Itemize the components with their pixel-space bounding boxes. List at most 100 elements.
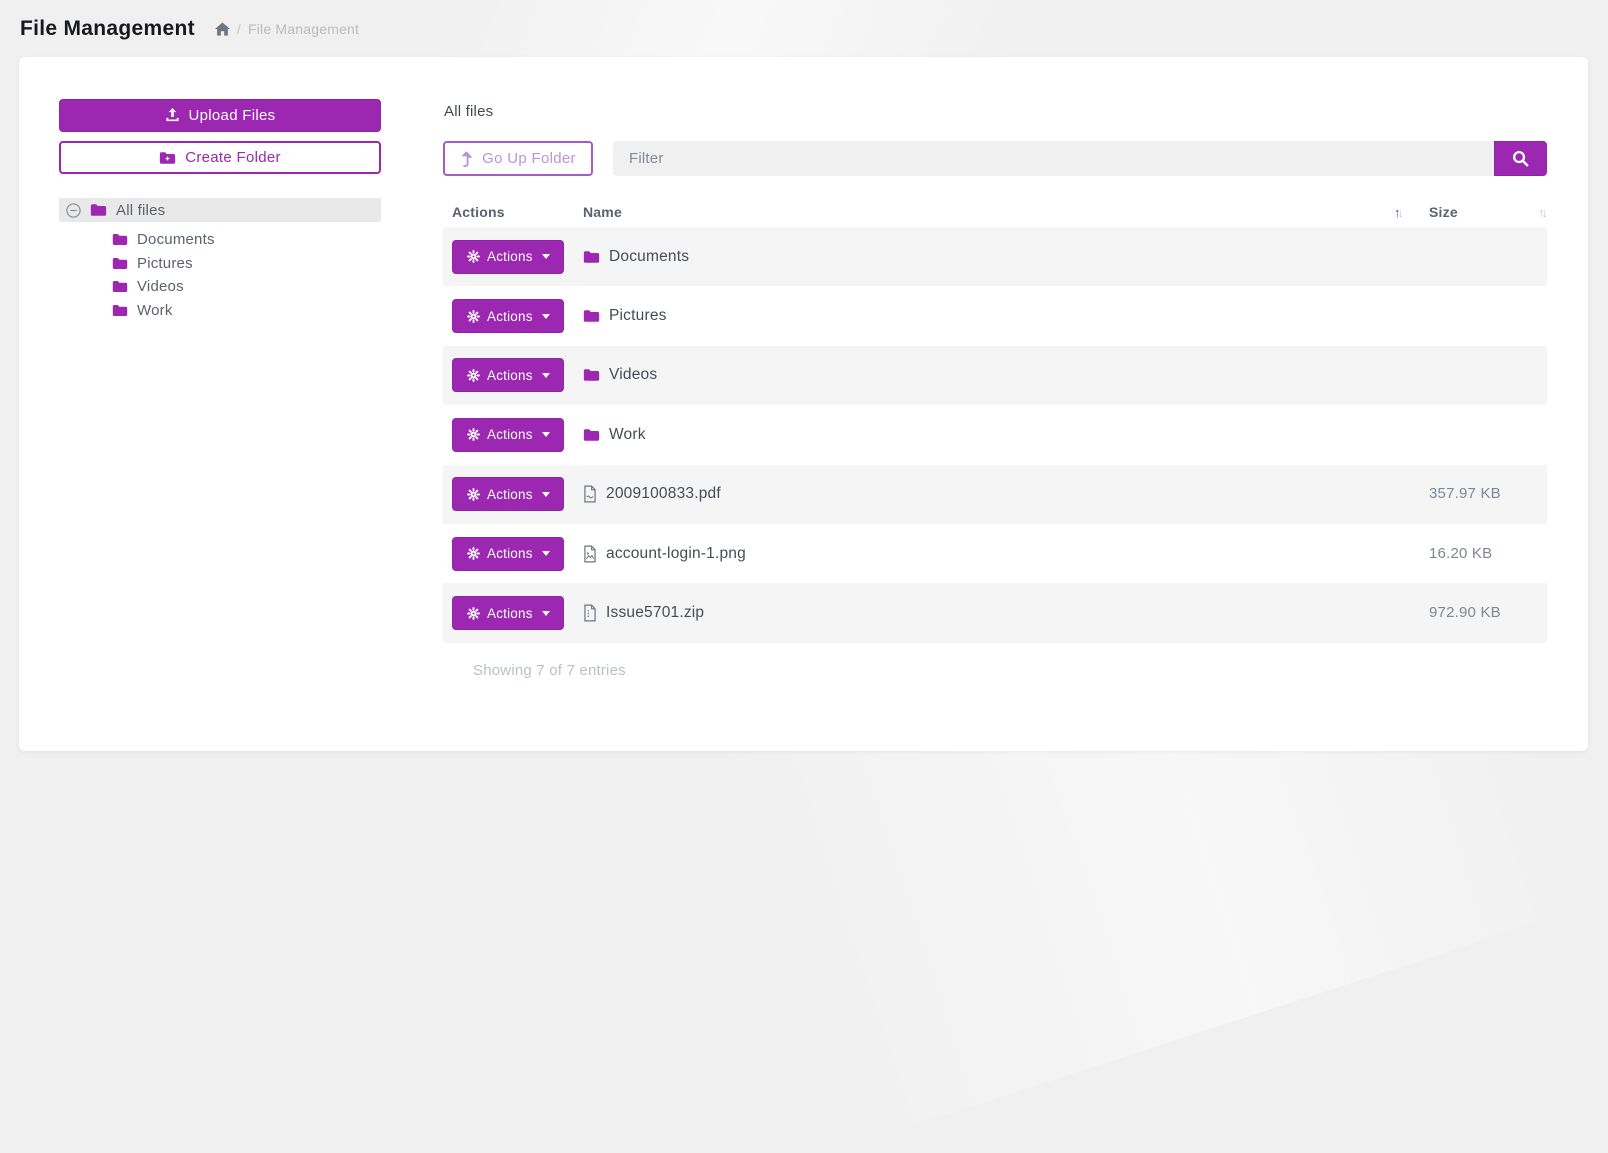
entry-name: Issue5701.zip <box>606 604 705 622</box>
current-folder-label: All files <box>444 103 494 120</box>
breadcrumb: / File Management <box>214 20 360 37</box>
row-actions-button[interactable]: Actions <box>452 536 564 571</box>
entry-name: 2009100833.pdf <box>606 485 721 503</box>
home-icon[interactable] <box>214 21 230 36</box>
gear-icon <box>467 310 480 323</box>
row-actions-label: Actions <box>487 249 533 265</box>
folder-icon <box>583 250 600 264</box>
entry-size: 16.20 KB <box>1429 544 1493 562</box>
arrow-up-icon <box>460 150 473 167</box>
filter-input[interactable] <box>613 141 1494 176</box>
entry-name[interactable]: Videos <box>609 366 658 384</box>
gear-icon <box>467 607 480 620</box>
folder-plus-icon <box>159 151 176 165</box>
row-actions-button[interactable]: Actions <box>452 299 564 334</box>
tree-item-label: Work <box>137 301 173 319</box>
tree-item-label: Documents <box>137 231 215 249</box>
upload-icon <box>165 108 180 123</box>
folder-icon <box>583 368 600 382</box>
folder-icon <box>112 304 128 317</box>
table-row: Actions Issue5701.zip 972.90 KB <box>443 583 1547 643</box>
pdf-file-icon <box>583 485 597 503</box>
caret-down-icon <box>541 491 550 497</box>
entry-name[interactable]: Documents <box>609 247 690 265</box>
row-actions-label: Actions <box>487 427 533 443</box>
create-folder-label: Create Folder <box>185 149 281 166</box>
row-actions-button[interactable]: Actions <box>452 239 564 274</box>
row-actions-button[interactable]: Actions <box>452 596 564 631</box>
column-header-name[interactable]: Name <box>583 204 622 220</box>
breadcrumb-current: File Management <box>247 20 360 37</box>
row-actions-button[interactable]: Actions <box>452 477 564 512</box>
entry-name[interactable]: Work <box>609 425 646 443</box>
caret-down-icon <box>541 551 550 557</box>
column-header-size[interactable]: Size <box>1429 204 1458 220</box>
file-manager-card: Upload Files Create Folder All files Doc… <box>19 57 1588 751</box>
page-title: File Management <box>20 16 195 40</box>
folder-icon <box>583 428 600 442</box>
upload-files-label: Upload Files <box>188 107 276 124</box>
caret-down-icon <box>541 432 550 438</box>
sort-size-icon[interactable]: ↑↓ <box>1538 204 1548 220</box>
filter-group <box>613 141 1547 176</box>
row-actions-label: Actions <box>487 367 533 383</box>
row-actions-label: Actions <box>487 486 533 502</box>
row-actions-label: Actions <box>487 605 533 621</box>
go-up-folder-button[interactable]: Go Up Folder <box>443 141 593 176</box>
collapse-icon[interactable] <box>66 202 81 218</box>
upload-files-button[interactable]: Upload Files <box>59 99 381 132</box>
folder-icon <box>112 257 128 270</box>
go-up-folder-label: Go Up Folder <box>482 150 576 167</box>
gear-icon <box>467 369 480 382</box>
tree-children: Documents Pictures Videos Work <box>59 228 381 322</box>
tree-item-documents[interactable]: Documents <box>59 228 381 252</box>
caret-down-icon <box>541 254 550 260</box>
gear-icon <box>467 428 480 441</box>
tree-item-work[interactable]: Work <box>59 299 381 323</box>
folder-icon <box>112 280 128 293</box>
table-row: Actions Pictures <box>443 286 1547 345</box>
table-body: Actions Documents Actions Pictures <box>443 227 1547 643</box>
entries-count-text: Showing 7 of 7 entries <box>473 661 626 679</box>
folder-icon <box>583 309 600 323</box>
search-icon <box>1512 150 1529 167</box>
table-row: Actions Videos <box>443 345 1547 406</box>
entry-size: 972.90 KB <box>1429 604 1501 622</box>
tree-item-label: Videos <box>137 278 184 296</box>
caret-down-icon <box>541 372 550 378</box>
column-header-actions: Actions <box>452 204 505 220</box>
main-panel: All files Go Up Folder Actions <box>443 99 1548 751</box>
tree-root-label: All files <box>116 201 166 219</box>
row-actions-label: Actions <box>487 546 533 562</box>
table-row: Actions Work <box>443 405 1547 464</box>
tree-item-label: Pictures <box>137 254 193 272</box>
folder-icon <box>90 203 107 217</box>
tree-item-all-files[interactable]: All files <box>59 198 381 222</box>
table-row: Actions Documents <box>443 227 1547 287</box>
row-actions-button[interactable]: Actions <box>452 358 564 393</box>
table-row: Actions account-login-1.png 16.20 KB <box>443 524 1547 583</box>
left-panel: Upload Files Create Folder All files Doc… <box>59 99 381 751</box>
image-file-icon <box>583 545 597 563</box>
breadcrumb-separator: / <box>236 20 241 37</box>
sort-name-icon[interactable]: ↑↓ <box>1394 204 1404 220</box>
folder-tree: All files Documents Pictures Videos Work <box>59 198 381 322</box>
row-actions-button[interactable]: Actions <box>452 417 564 452</box>
gear-icon <box>467 250 480 263</box>
folder-icon <box>112 233 128 246</box>
tree-item-pictures[interactable]: Pictures <box>59 252 381 276</box>
page-header: File Management / File Management <box>0 0 1608 57</box>
create-folder-button[interactable]: Create Folder <box>59 141 381 174</box>
table-header: Actions Name ↑↓ Size ↑↓ <box>443 197 1548 227</box>
files-table: Actions Name ↑↓ Size ↑↓ Actions <box>443 197 1548 679</box>
toolbar: Go Up Folder <box>443 141 1547 176</box>
caret-down-icon <box>541 610 550 616</box>
tree-item-videos[interactable]: Videos <box>59 275 381 299</box>
row-actions-label: Actions <box>487 308 533 324</box>
search-button[interactable] <box>1494 141 1547 176</box>
table-row: Actions 2009100833.pdf 357.97 KB <box>443 464 1547 524</box>
entry-size: 357.97 KB <box>1429 485 1501 503</box>
gear-icon <box>467 488 480 501</box>
entry-name[interactable]: Pictures <box>609 307 667 325</box>
entry-name: account-login-1.png <box>606 544 746 562</box>
